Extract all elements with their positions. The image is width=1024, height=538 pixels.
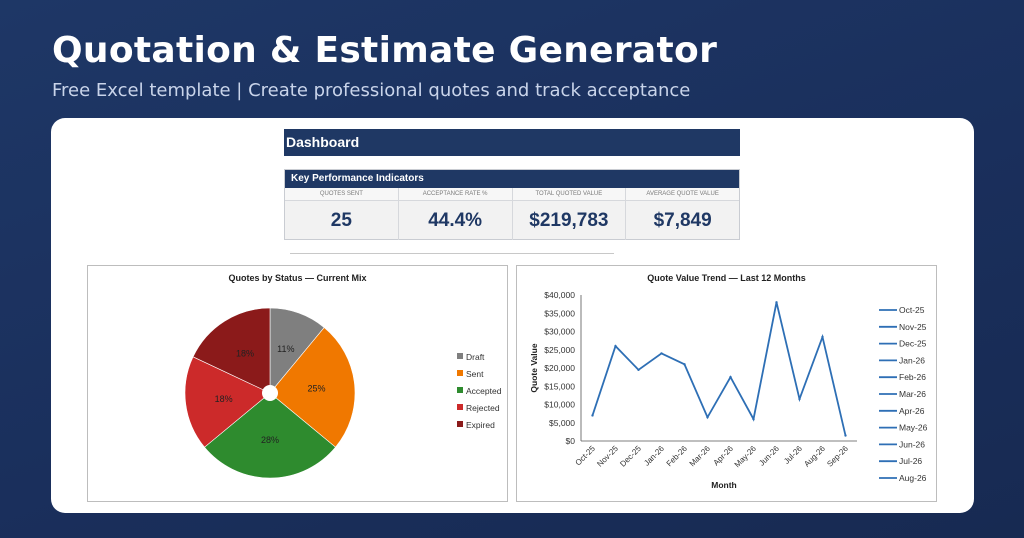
divider — [290, 253, 614, 254]
y-tick-label: $15,000 — [544, 381, 575, 391]
x-axis-label: Month — [711, 480, 737, 490]
data-point-sep-26 — [844, 434, 847, 437]
legend-swatch-sent — [457, 370, 463, 376]
y-tick-label: $40,000 — [544, 290, 575, 300]
legend-item-dec-25: Dec-25 — [899, 339, 927, 349]
series-line — [591, 302, 847, 436]
kpi-value-row: 25 44.4% $219,783 $7,849 — [285, 201, 739, 240]
kpi-label-row: QUOTES SENT ACCEPTANCE RATE % TOTAL QUOT… — [285, 188, 739, 201]
pie-data-label: 18% — [236, 349, 254, 359]
data-point-jul-26 — [798, 397, 801, 401]
legend-item-feb-26: Feb-26 — [899, 372, 926, 382]
data-point-oct-25 — [591, 414, 594, 417]
page-subtitle: Free Excel template | Create professiona… — [52, 80, 691, 101]
legend-item-jan-26: Jan-26 — [899, 355, 925, 365]
kpi-label-quotes-sent: QUOTES SENT — [285, 188, 399, 200]
x-tick-label: Nov-25 — [595, 444, 620, 469]
x-tick-label: Jan-26 — [642, 444, 666, 468]
line-chart: $0 $5,000 $10,000 $15,000 $20,000 $25,000 $30,… — [529, 290, 928, 490]
data-point-apr-26 — [729, 375, 732, 379]
legend-item-accepted: Accepted — [466, 386, 502, 396]
legend-item-expired: Expired — [466, 420, 495, 430]
legend-item-nov-25: Nov-25 — [899, 322, 927, 332]
pie-chart: 11% 25% 28% 18% 18% Draft Sent Accepted Rejected… — [184, 307, 502, 479]
line-chart-panel[interactable]: Quote Value Trend — Last 12 Months $0 $5,… — [516, 265, 937, 502]
x-tick-label: Apr-26 — [712, 444, 736, 468]
data-point-dec-25 — [637, 368, 640, 372]
pie-slice-accepted — [204, 392, 336, 479]
x-tick-label: Dec-25 — [618, 444, 643, 469]
legend-item-may-26: May-26 — [899, 423, 928, 433]
legend-item-jun-26: Jun-26 — [899, 439, 925, 449]
kpi-value-quotes-sent[interactable]: 25 — [285, 201, 399, 240]
y-axis-label: Quote Value — [529, 343, 539, 392]
y-tick-label: $25,000 — [544, 345, 575, 355]
x-tick-label: Jul-26 — [782, 444, 804, 466]
legend-swatch-expired — [457, 421, 463, 427]
data-point-nov-25 — [614, 344, 617, 348]
legend-item-sent: Sent — [466, 369, 484, 379]
data-point-jan-26 — [660, 352, 663, 355]
kpi-label-total-value: TOTAL QUOTED VALUE — [513, 188, 627, 200]
kpi-title: Key Performance Indicators — [285, 170, 739, 188]
legend-item-mar-26: Mar-26 — [899, 389, 926, 399]
legend-item-aug-26: Aug-26 — [899, 473, 927, 483]
x-tick-label: Aug-26 — [802, 444, 827, 469]
x-tick-label: Feb-26 — [665, 444, 690, 469]
legend-item-draft: Draft — [466, 352, 485, 362]
data-point-aug-26 — [821, 335, 824, 339]
y-tick-label: $20,000 — [544, 363, 575, 373]
pie-data-label: 11% — [277, 344, 294, 354]
y-tick-label: $10,000 — [544, 400, 575, 410]
pie-data-label: 25% — [308, 384, 326, 394]
page-title: Quotation & Estimate Generator — [52, 30, 718, 71]
legend-item-apr-26: Apr-26 — [899, 406, 925, 416]
y-tick-label: $5,000 — [549, 418, 575, 428]
line-chart-title: Quote Value Trend — Last 12 Months — [647, 273, 806, 283]
kpi-value-total-value[interactable]: $219,783 — [513, 201, 627, 240]
legend-item-rejected: Rejected — [466, 403, 500, 413]
data-point-mar-26 — [706, 416, 709, 419]
kpi-value-acceptance-rate[interactable]: 44.4% — [399, 201, 513, 240]
dashboard-card: Dashboard Key Performance Indicators QUO… — [51, 118, 974, 513]
x-tick-label: Sep-26 — [825, 444, 850, 469]
pie-data-label: 18% — [215, 394, 233, 404]
x-tick-label: Oct-25 — [574, 444, 598, 468]
pie-chart-title: Quotes by Status — Current Mix — [228, 273, 367, 283]
y-tick-label: $0 — [566, 436, 576, 446]
legend-item-oct-25: Oct-25 — [899, 305, 925, 315]
pie-slice-sent — [269, 327, 356, 448]
x-tick-label: May-26 — [733, 444, 759, 470]
legend-swatch-draft — [457, 353, 463, 359]
pie-data-label: 28% — [261, 435, 279, 445]
pie-slice-expired — [192, 307, 271, 394]
y-tick-label: $35,000 — [544, 308, 575, 318]
data-point-feb-26 — [683, 363, 686, 366]
kpi-label-acceptance-rate: ACCEPTANCE RATE % — [399, 188, 513, 200]
x-tick-label: Jun-26 — [757, 444, 781, 468]
kpi-label-average-value: AVERAGE QUOTE VALUE — [646, 191, 719, 197]
dashboard-header: Dashboard — [284, 129, 740, 156]
data-point-jun-26 — [775, 301, 778, 304]
kpi-panel: Key Performance Indicators QUOTES SENT A… — [284, 169, 740, 240]
pie-slice-rejected — [184, 356, 271, 448]
legend-swatch-accepted — [457, 387, 463, 393]
pie-center-hole — [262, 385, 278, 401]
legend-swatch-rejected — [457, 404, 463, 410]
kpi-value-average-value[interactable]: $7,849 — [653, 210, 712, 231]
x-tick-label: Mar-26 — [688, 444, 713, 469]
data-point-may-26 — [752, 417, 755, 421]
pie-chart-panel[interactable]: Quotes by Status — Current Mix 11% 25% 28%… — [87, 265, 508, 502]
y-tick-label: $30,000 — [544, 327, 575, 337]
legend-item-jul-26: Jul-26 — [899, 456, 922, 466]
